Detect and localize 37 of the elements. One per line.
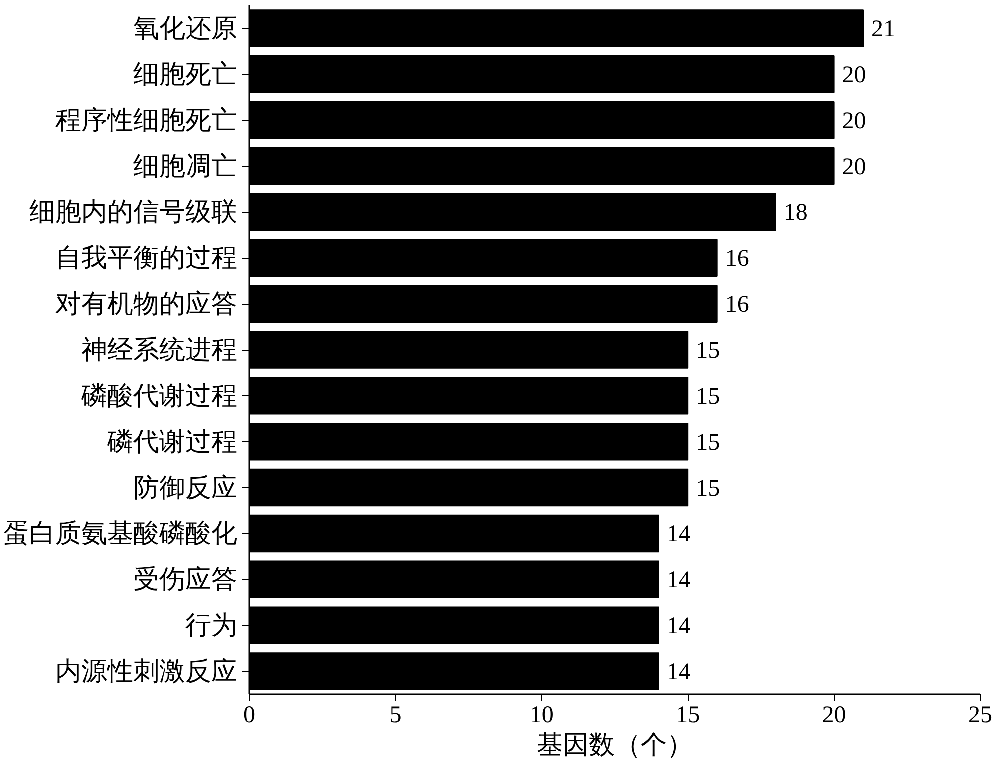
x-tick-label: 15 bbox=[676, 702, 700, 728]
data-label: 15 bbox=[696, 338, 720, 364]
data-label: 21 bbox=[872, 16, 896, 42]
y-tick-label: 细胞凋亡 bbox=[134, 152, 238, 181]
y-tick-label: 神经系统进程 bbox=[82, 336, 238, 364]
y-tick-label: 蛋白质氨基酸磷酸化 bbox=[4, 519, 238, 548]
data-label: 15 bbox=[696, 476, 720, 502]
x-tick-label: 25 bbox=[968, 702, 992, 728]
y-tick-label: 磷代谢过程 bbox=[106, 427, 238, 456]
y-tick-label: 程序性细胞死亡 bbox=[56, 106, 238, 135]
y-tick-label: 氧化还原 bbox=[134, 14, 238, 43]
data-label: 15 bbox=[696, 430, 720, 456]
data-label: 18 bbox=[784, 200, 808, 226]
data-label: 14 bbox=[666, 660, 691, 686]
data-label: 20 bbox=[842, 62, 866, 88]
data-label: 16 bbox=[725, 246, 750, 272]
y-tick-label: 自我平衡的过程 bbox=[56, 244, 238, 273]
data-label: 14 bbox=[666, 614, 691, 640]
data-label: 14 bbox=[666, 522, 691, 548]
y-tick-label: 防御反应 bbox=[134, 473, 238, 502]
x-tick-label: 10 bbox=[530, 702, 554, 728]
y-tick-label: 细胞死亡 bbox=[134, 60, 238, 89]
y-tick-label: 受伤应答 bbox=[134, 565, 238, 594]
x-tick-label: 5 bbox=[390, 702, 402, 728]
x-axis-title: 基因数（个） bbox=[537, 730, 693, 760]
data-label: 20 bbox=[842, 108, 866, 134]
data-label: 15 bbox=[696, 384, 720, 410]
data-label: 14 bbox=[666, 568, 691, 594]
data-label: 16 bbox=[725, 292, 750, 318]
y-tick-label: 细胞内的信号级联 bbox=[30, 198, 238, 227]
data-label: 20 bbox=[842, 154, 866, 180]
x-tick-label: 20 bbox=[822, 702, 846, 728]
y-tick-label: 行为 bbox=[186, 611, 238, 640]
y-tick-label: 磷酸代谢过程 bbox=[80, 381, 238, 410]
x-tick-label: 0 bbox=[244, 702, 256, 728]
y-tick-label: 对有机物的应答 bbox=[56, 290, 238, 319]
y-tick-label: 内源性刺激反应 bbox=[56, 657, 238, 686]
